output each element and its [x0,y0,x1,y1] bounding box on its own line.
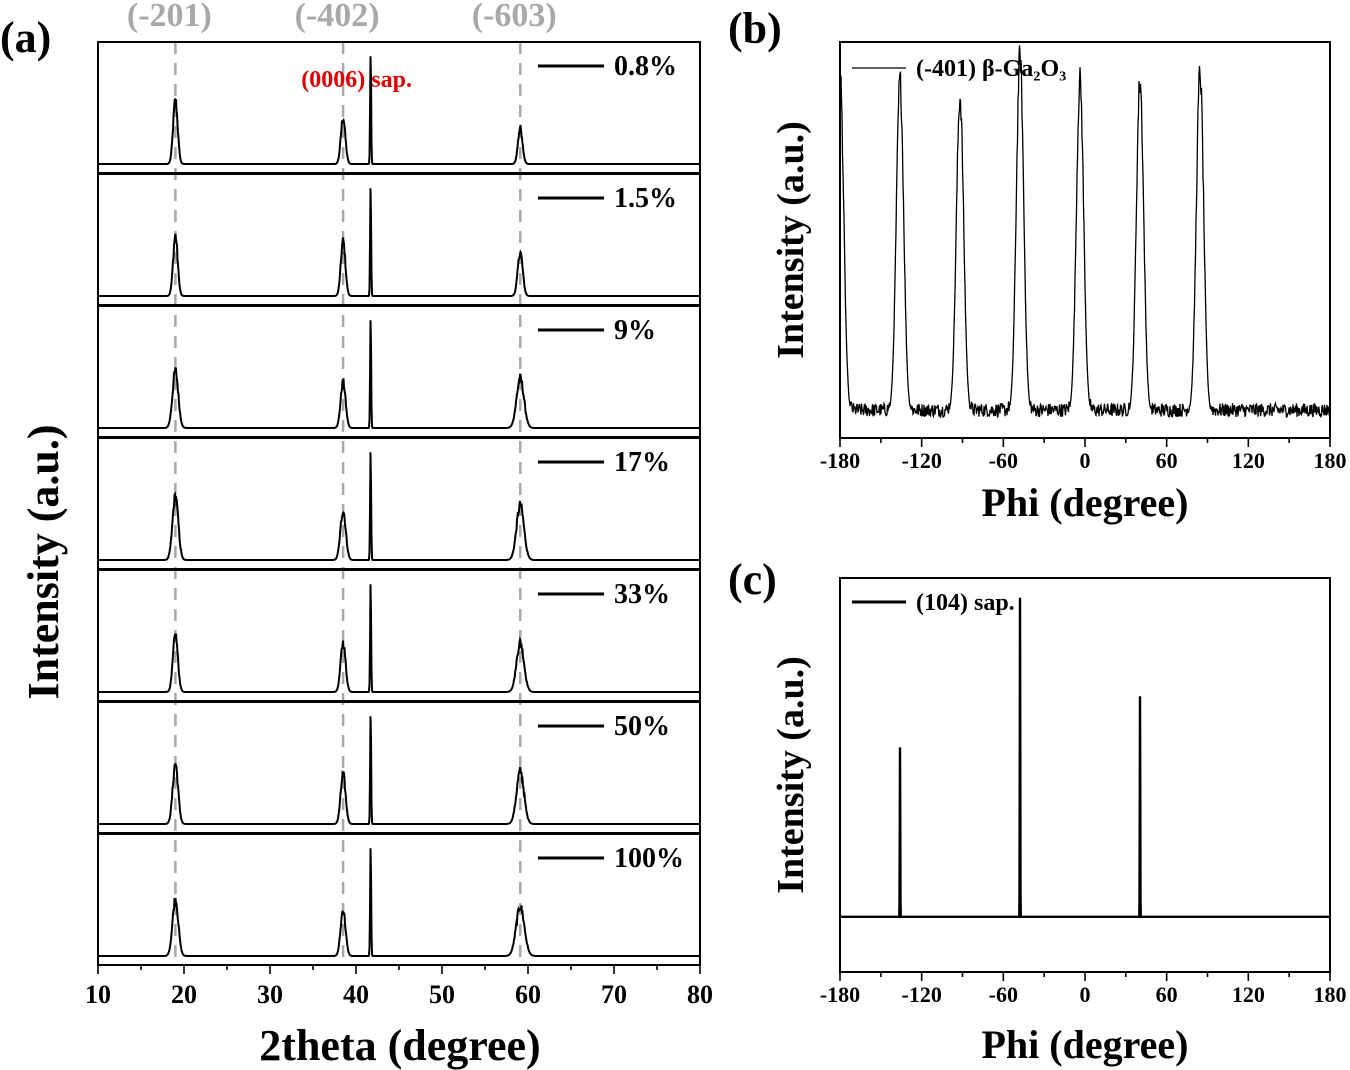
strip-frame [97,437,701,570]
xrd-trace-0.8% [99,56,699,165]
strip-frame [97,569,701,702]
phi-tick-label-0: 0 [1080,448,1091,473]
xrd-trace-9% [99,320,699,429]
panel-b-y-axis-label: Intensity (a.u.) [770,121,812,359]
strip-frame [97,701,701,834]
xrd-trace-100% [99,848,699,957]
x-tick-label-50: 50 [429,980,455,1009]
panel-a-xrd-2theta: (a) (-201) (-402) (-603) 0.8% 1.5% 9% 17% 33% 5… [0,0,713,1070]
x-tick-label-10: 10 [85,980,111,1009]
legend-label-50%: 50% [614,711,670,742]
reference-label-(-402): (-402) [295,0,380,34]
sapphire-0006-annotation: (0006) sap. [301,67,412,93]
phi-tick-label-120: 120 [1232,448,1265,473]
xrd-trace-50% [99,716,699,825]
phi-tick-label-120: 120 [1232,982,1265,1007]
phi-tick-label-180: 180 [1314,982,1347,1007]
phi-tick-label--120: -120 [902,448,942,473]
strip-frame [97,41,701,174]
strip-33%: 33% [97,569,701,702]
phi-tick-label--60: -60 [989,982,1018,1007]
x-tick-label-80: 80 [687,980,713,1009]
panel-a-y-axis-label: Intensity (a.u.) [19,424,68,699]
phi-tick-label--180: -180 [820,448,860,473]
xrd-trace-17% [99,452,699,561]
legend-label-33%: 33% [614,579,670,610]
x-tick-label-70: 70 [601,980,627,1009]
strip-frame [97,833,701,966]
phi-tick-label-60: 60 [1156,448,1178,473]
legend-label-100%: 100% [614,843,684,874]
panel-b-x-axis-label: Phi (degree) [982,480,1189,525]
xrd-trace-33% [99,584,699,693]
panel-b-legend-label: (-401) β-Ga₂O₃ [916,56,1066,82]
phi-tick-label-0: 0 [1080,982,1091,1007]
x-tick-label-60: 60 [515,980,541,1009]
strip-50%: 50% [97,701,701,834]
panel-b-label: (b) [728,4,782,53]
strip-1.5%: 1.5% [97,173,701,306]
phi-tick-label--180: -180 [820,982,860,1007]
panel-b-phi-scan-ga2o3: (b) -180 -120 -60 0 60 120 180 (-401) β-Ga₂O₃ … [728,4,1347,525]
panel-c-phi-scan-sapphire: (c) -180 -120 -60 0 60 120 180 (104) sap. Phi … [728,555,1347,1067]
strip-9%: 9% [97,305,701,438]
strip-100%: 100% [97,833,701,966]
reference-label-(-201): (-201) [127,0,212,34]
phi-tick-label-180: 180 [1314,448,1347,473]
phi-tick-label--120: -120 [902,982,942,1007]
panel-c-label: (c) [728,555,777,604]
legend-label-1.5%: 1.5% [614,183,677,214]
x-tick-label-30: 30 [257,980,283,1009]
panel-c-x-axis-label: Phi (degree) [982,1022,1189,1067]
legend-label-9%: 9% [614,315,656,346]
panel-c-phi-trace [841,597,1329,918]
panel-c-y-axis-label: Intensity (a.u.) [770,656,812,894]
panel-b-phi-trace [840,45,1330,419]
strip-17%: 17% [97,437,701,570]
panel-a-x-axis-label: 2theta (degree) [259,1021,540,1070]
strip-frame [97,305,701,438]
x-tick-label-40: 40 [343,980,369,1009]
phi-tick-label-60: 60 [1156,982,1178,1007]
reference-label-(-603): (-603) [472,0,557,34]
panel-c-plot-frame [839,577,1331,973]
legend-label-0.8%: 0.8% [614,51,677,82]
strip-frame [97,173,701,306]
strip-0.8%: 0.8% [97,41,701,174]
phi-tick-label--60: -60 [989,448,1018,473]
panel-c-legend-label: (104) sap. [916,590,1015,616]
x-tick-label-20: 20 [171,980,197,1009]
xrd-trace-1.5% [99,188,699,297]
panel-b-plot-frame [839,41,1331,439]
panel-a-label: (a) [0,13,51,62]
legend-label-17%: 17% [614,447,670,478]
